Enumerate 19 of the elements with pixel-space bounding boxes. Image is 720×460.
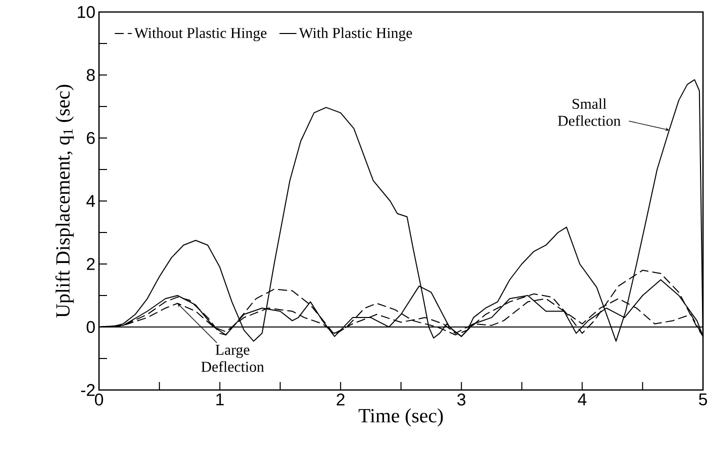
legend-label: Without Plastic Hinge <box>134 28 266 42</box>
y-axis-title: Uplift Displacement, q$_{1}$ (sec) <box>55 84 74 318</box>
x-tick-label: 0 <box>94 394 104 406</box>
x-tick-label: 3 <box>457 394 466 406</box>
x-axis-title: Time (sec) <box>358 408 443 427</box>
x-tick-label: 2 <box>336 394 344 406</box>
y-tick-label: 8 <box>86 68 95 82</box>
x-tick-label: 1 <box>216 394 224 406</box>
y-tick-label: -2 <box>81 384 95 396</box>
y-tick-label: 6 <box>86 132 95 144</box>
annotation: Large Deflection <box>201 344 264 372</box>
y-tick-label: 10 <box>78 6 95 18</box>
x-tick-label: 4 <box>578 394 586 406</box>
y-tick-label: 4 <box>86 195 95 207</box>
legend-label: With Plastic Hinge <box>298 28 412 42</box>
x-tick-label: 5 <box>698 394 708 406</box>
y-tick-label: 2 <box>86 258 95 270</box>
annotation: Small Deflection <box>558 98 621 126</box>
y-tick-label: 0 <box>86 320 95 334</box>
